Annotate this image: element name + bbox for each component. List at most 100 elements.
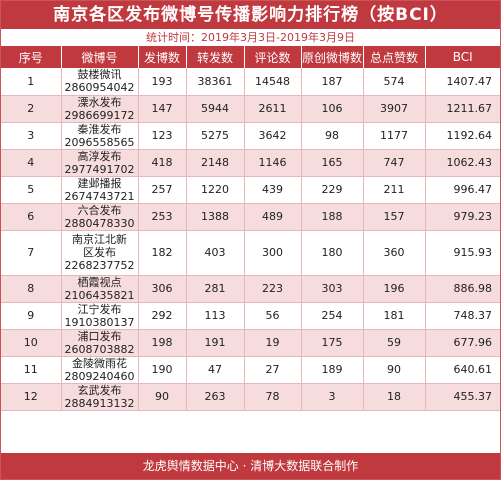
reposts-cell: 47 (186, 356, 245, 384)
account-cell: 鼓楼微讯 2860954042 (61, 68, 139, 96)
comments-cell: 300 (244, 230, 302, 276)
account-name: 金陵微雨花 (72, 356, 127, 370)
posts-cell: 253 (138, 203, 187, 231)
posts-cell: 193 (138, 68, 187, 96)
page-footer: 龙虎舆情数据中心 · 清博大数据联合制作 (1, 453, 500, 479)
comments-cell: 1146 (244, 149, 302, 177)
rank-cell: 9 (1, 302, 62, 330)
likes-cell: 59 (363, 329, 426, 357)
bci-cell: 677.96 (425, 329, 500, 357)
original-cell: 165 (301, 149, 364, 177)
account-id: 2268237752 (64, 259, 135, 272)
header-reposts: 转发数 (186, 46, 245, 68)
original-cell: 175 (301, 329, 364, 357)
account-name: 秦淮发布 (77, 122, 122, 136)
posts-cell: 90 (138, 383, 187, 411)
rank-cell: 1 (1, 68, 62, 96)
bci-cell: 1192.64 (425, 122, 500, 150)
comments-cell: 19 (244, 329, 302, 357)
comments-cell: 3642 (244, 122, 302, 150)
likes-cell: 90 (363, 356, 426, 384)
table-row: 12 玄武发布 2884913132 90 263 78 3 18 455.37 (1, 383, 500, 411)
table-row: 1 鼓楼微讯 2860954042 193 38361 14548 187 574 1407.4… (1, 68, 500, 96)
original-cell: 187 (301, 68, 364, 96)
bci-cell: 1407.47 (425, 68, 500, 96)
original-cell: 3 (301, 383, 364, 411)
rank-cell: 5 (1, 176, 62, 204)
account-cell: 溧水发布 2986699172 (61, 95, 139, 123)
header-comments: 评论数 (244, 46, 302, 68)
reposts-cell: 5275 (186, 122, 245, 150)
likes-cell: 196 (363, 275, 426, 303)
page-title: 南京各区发布微博号传播影响力排行榜（按BCI） (1, 1, 500, 29)
table-row: 3 秦淮发布 2096558565 123 5275 3642 98 1177 1192.64 (1, 122, 500, 150)
reposts-cell: 191 (186, 329, 245, 357)
account-cell: 六合发布 2880478330 (61, 203, 139, 231)
original-cell: 303 (301, 275, 364, 303)
comments-cell: 78 (244, 383, 302, 411)
account-cell: 玄武发布 2884913132 (61, 383, 139, 411)
header-bci: BCI (425, 46, 500, 68)
header-account: 微博号 (61, 46, 139, 68)
account-name: 南京江北新区发布 (72, 233, 127, 259)
account-cell: 江宁发布 1910380137 (61, 302, 139, 330)
account-name: 鼓楼微讯 (77, 68, 122, 82)
original-cell: 189 (301, 356, 364, 384)
rank-cell: 11 (1, 356, 62, 384)
page-subtitle: 统计时间：2019年3月3日-2019年3月9日 (1, 29, 500, 46)
account-name: 浦口发布 (77, 329, 122, 343)
original-cell: 180 (301, 230, 364, 276)
original-cell: 254 (301, 302, 364, 330)
likes-cell: 3907 (363, 95, 426, 123)
table-row: 6 六合发布 2880478330 253 1388 489 188 157 979.23 (1, 203, 500, 231)
original-cell: 98 (301, 122, 364, 150)
likes-cell: 157 (363, 203, 426, 231)
rank-cell: 6 (1, 203, 62, 231)
table-row: 9 江宁发布 1910380137 292 113 56 254 181 748.37 (1, 302, 500, 330)
bci-cell: 979.23 (425, 203, 500, 231)
posts-cell: 292 (138, 302, 187, 330)
table-row: 4 高淳发布 2977491702 418 2148 1146 165 747 1062.43 (1, 149, 500, 177)
bci-cell: 1062.43 (425, 149, 500, 177)
likes-cell: 1177 (363, 122, 426, 150)
table-row: 11 金陵微雨花 2809240460 190 47 27 189 90 640.61 (1, 356, 500, 384)
rank-cell: 8 (1, 275, 62, 303)
account-id: 1910380137 (64, 315, 135, 329)
bci-cell: 455.37 (425, 383, 500, 411)
original-cell: 229 (301, 176, 364, 204)
bci-cell: 748.37 (425, 302, 500, 330)
reposts-cell: 1388 (186, 203, 245, 231)
posts-cell: 198 (138, 329, 187, 357)
posts-cell: 123 (138, 122, 187, 150)
rank-cell: 12 (1, 383, 62, 411)
original-cell: 106 (301, 95, 364, 123)
bci-cell: 886.98 (425, 275, 500, 303)
bci-cell: 915.93 (425, 230, 500, 276)
rank-cell: 10 (1, 329, 62, 357)
rank-cell: 4 (1, 149, 62, 177)
comments-cell: 223 (244, 275, 302, 303)
account-name: 六合发布 (77, 203, 122, 217)
table-header-row: 序号 微博号 发博数 转发数 评论数 原创微博数 总点赞数 BCI (1, 46, 500, 68)
account-cell: 栖霞视点 2106435821 (61, 275, 139, 303)
comments-cell: 439 (244, 176, 302, 204)
account-id: 2977491702 (64, 162, 135, 176)
account-name: 栖霞视点 (77, 275, 122, 289)
account-name: 溧水发布 (77, 95, 122, 109)
account-cell: 金陵微雨花 2809240460 (61, 356, 139, 384)
posts-cell: 257 (138, 176, 187, 204)
account-id: 2674743721 (64, 189, 135, 203)
comments-cell: 14548 (244, 68, 302, 96)
likes-cell: 360 (363, 230, 426, 276)
likes-cell: 211 (363, 176, 426, 204)
account-id: 2860954042 (64, 81, 135, 95)
account-id: 2884913132 (64, 396, 135, 410)
account-name: 江宁发布 (77, 302, 122, 316)
table-row: 5 建邺播报 2674743721 257 1220 439 229 211 996.47 (1, 176, 500, 204)
reposts-cell: 5944 (186, 95, 245, 123)
reposts-cell: 113 (186, 302, 245, 330)
likes-cell: 18 (363, 383, 426, 411)
header-likes: 总点赞数 (363, 46, 426, 68)
account-cell: 高淳发布 2977491702 (61, 149, 139, 177)
